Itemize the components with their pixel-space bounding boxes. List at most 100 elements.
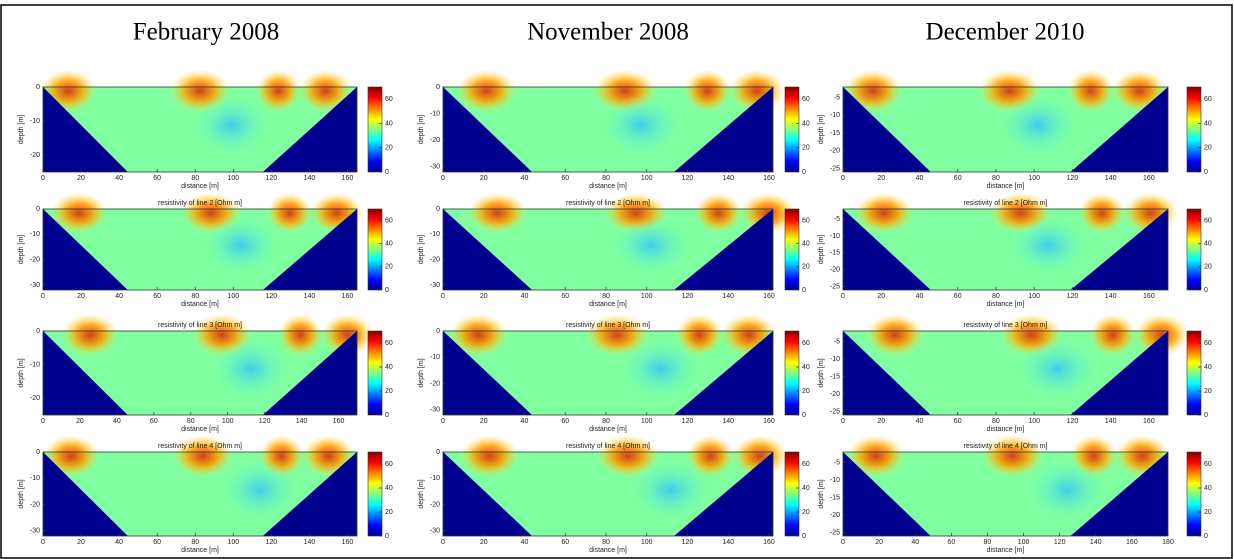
resistivity-blob — [631, 460, 711, 520]
x-tick-label: 160 — [763, 539, 775, 546]
x-axis-label: distance [m] — [589, 426, 627, 433]
colorbar-tick-label: 20 — [1204, 145, 1212, 152]
colorbar-tick-label: 40 — [1204, 364, 1212, 371]
x-tick-label: 120 — [1067, 293, 1079, 300]
resistivity-blob — [193, 95, 270, 155]
colorbar-tick-label: 0 — [385, 412, 389, 419]
x-tick-label: 20 — [877, 175, 885, 182]
x-tick-label: 20 — [480, 539, 488, 546]
x-tick-label: 20 — [76, 418, 84, 425]
colorbar — [367, 208, 383, 291]
colorbar-tick-label: 60 — [385, 217, 393, 224]
axes-box — [842, 451, 1169, 537]
x-tick-label: 0 — [41, 175, 45, 182]
resistivity-blob — [1028, 460, 1107, 520]
x-tick-label: 40 — [113, 418, 121, 425]
x-tick-label: 20 — [480, 418, 488, 425]
masked-area — [843, 452, 931, 536]
x-tick-label: 20 — [875, 539, 883, 546]
y-tick-label: -25 — [830, 165, 840, 172]
column-title: February 2008 — [133, 19, 280, 46]
x-tick-label: 100 — [227, 175, 239, 182]
colorbar-tick-label: 40 — [802, 364, 810, 371]
y-tick-label: -20 — [430, 380, 440, 387]
resistivity-blob — [621, 339, 701, 399]
colorbar-tick-label: 60 — [1204, 96, 1212, 103]
panel-title: resistivity of line 4 [Ohm m] — [963, 443, 1047, 450]
axes-box — [842, 208, 1169, 291]
resistivity-blob — [686, 435, 735, 477]
x-tick-label: 60 — [561, 293, 569, 300]
y-tick-label: -20 — [830, 148, 840, 155]
x-tick-label: 100 — [641, 293, 653, 300]
axes-box — [42, 208, 358, 291]
x-tick-label: 80 — [992, 175, 1000, 182]
masked-area — [262, 209, 357, 290]
colorbar-tick-label: 20 — [1204, 264, 1212, 271]
x-tick-label: 140 — [304, 175, 316, 182]
colorbar-tick-label: 20 — [802, 388, 810, 395]
x-tick-label: 160 — [333, 418, 345, 425]
masked-area — [674, 452, 773, 536]
y-tick-label: 0 — [436, 206, 440, 213]
masked-area — [43, 209, 128, 290]
x-tick-label: 20 — [877, 293, 885, 300]
y-tick-label: -25 — [830, 283, 840, 290]
resistivity-blob — [1018, 339, 1097, 399]
resistivity-blob — [467, 192, 528, 234]
y-tick-label: -15 — [830, 250, 840, 257]
x-tick-label: 80 — [187, 418, 195, 425]
y-tick-label: -30 — [30, 528, 40, 535]
x-tick-label: 20 — [77, 293, 85, 300]
y-tick-label: -5 — [834, 94, 840, 101]
y-tick-label: 0 — [436, 449, 440, 456]
resistivity-blob — [299, 69, 352, 113]
x-tick-label: 80 — [992, 418, 1000, 425]
x-tick-label: 0 — [41, 539, 45, 546]
colorbar-tick-label: 0 — [802, 533, 806, 540]
y-tick-label: 0 — [436, 84, 440, 91]
colorbar-tick-label: 60 — [385, 340, 393, 347]
y-tick-label: -20 — [430, 137, 440, 144]
x-tick-label: 60 — [153, 175, 161, 182]
colorbar-tick-label: 40 — [385, 485, 393, 492]
masked-area — [443, 87, 533, 172]
panel-title: resistivity of line 4 [Ohm m] — [158, 443, 242, 450]
x-axis-label: distance [m] — [181, 426, 219, 433]
x-tick-label: 40 — [911, 539, 919, 546]
colorbar-tick-label: 60 — [802, 461, 810, 468]
masked-area — [843, 87, 931, 172]
colorbar — [784, 86, 800, 173]
resistivity-blob — [683, 69, 732, 113]
y-tick-label: 0 — [36, 328, 40, 335]
colorbar-tick-label: 0 — [802, 169, 806, 176]
y-axis-label: depth [m] — [818, 115, 825, 144]
x-tick-label: 40 — [521, 293, 529, 300]
resistivity-blob — [675, 314, 724, 356]
colorbar-tick-label: 40 — [1204, 241, 1212, 248]
colorbar-tick-label: 0 — [385, 169, 389, 176]
x-tick-label: 80 — [191, 539, 199, 546]
y-axis-label: depth [m] — [18, 235, 25, 264]
x-tick-label: 160 — [763, 418, 775, 425]
colorbar — [784, 208, 800, 291]
resistivity-blob — [865, 314, 925, 356]
resistivity-blob — [732, 435, 788, 477]
y-tick-label: -30 — [430, 407, 440, 414]
x-tick-label: 60 — [561, 175, 569, 182]
y-axis-label: depth [m] — [18, 115, 25, 144]
colorbar-tick-label: 20 — [385, 145, 393, 152]
y-tick-label: 0 — [36, 206, 40, 213]
x-tick-label: 0 — [441, 175, 445, 182]
resistivity-blob — [456, 69, 517, 113]
y-axis-label: depth [m] — [418, 115, 425, 144]
x-tick-label: 120 — [1067, 175, 1079, 182]
x-tick-label: 120 — [266, 293, 278, 300]
x-tick-label: 140 — [304, 293, 316, 300]
colorbar-tick-label: 40 — [385, 120, 393, 127]
x-tick-label: 60 — [153, 539, 161, 546]
colorbar-tick-label: 40 — [802, 485, 810, 492]
x-tick-label: 20 — [77, 539, 85, 546]
x-tick-label: 60 — [153, 293, 161, 300]
